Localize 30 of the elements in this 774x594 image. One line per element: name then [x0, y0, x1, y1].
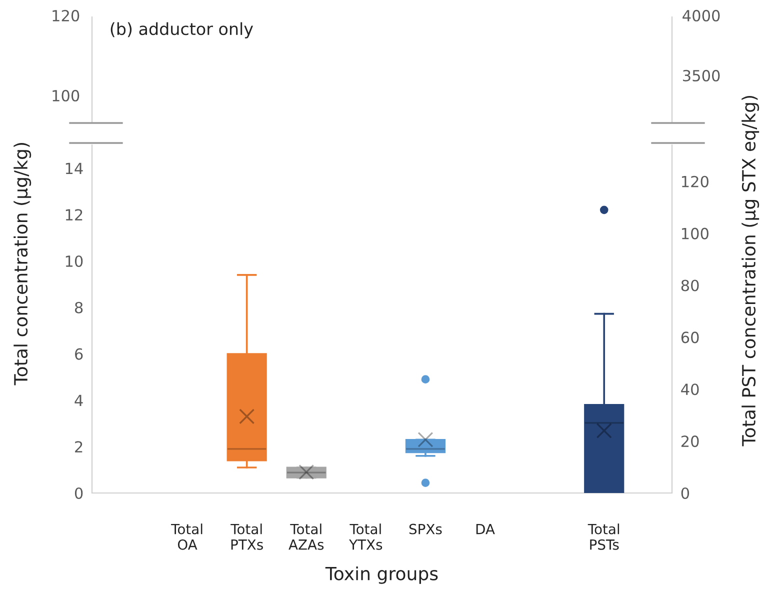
y2-tick-label: 120 [682, 176, 708, 188]
x-tick-label: Total OA [171, 524, 202, 550]
y2-tick-label: 60 [681, 332, 699, 344]
x-tick-label: SPXs [409, 524, 442, 534]
y-tick-label: 12 [66, 209, 82, 220]
text: 100 [52, 90, 80, 102]
x-tick-label: Total YTXs [349, 524, 382, 550]
text: 120 [52, 10, 80, 22]
text: 3500 [683, 70, 720, 82]
y-tick-label: 6 [75, 348, 83, 360]
y2-tick-label: 100 [682, 228, 708, 240]
y2-tick-label: 40 [681, 384, 699, 396]
y-tick-label: 4 [74, 394, 83, 406]
x-tick-label: Total AZAs [288, 524, 324, 550]
x-tick-label: Total PSTs [588, 524, 620, 550]
x-axis-title: Toxin groups [325, 566, 438, 584]
text: (b) adductor only [110, 22, 254, 38]
y2-tick-label: 20 [681, 436, 699, 448]
y-axis-title: Total concentration (µg/kg) [14, 143, 32, 386]
y-tick-label: 8 [74, 302, 83, 314]
y2-tick-label: 0 [681, 487, 690, 500]
y2-axis-title: Total PST concentration (µg STX eq/kg) [742, 96, 760, 446]
y-tick-label: 14 [66, 162, 83, 174]
x-tick-label: Total PTXs [230, 524, 263, 550]
y-tick-label: 2 [75, 441, 82, 452]
y2-tick-label: 80 [681, 280, 699, 292]
text: 4000 [682, 10, 720, 22]
y-tick-label: 0 [74, 487, 83, 500]
y-tick-label: 10 [66, 255, 83, 268]
x-tick-label: DA [476, 524, 495, 534]
